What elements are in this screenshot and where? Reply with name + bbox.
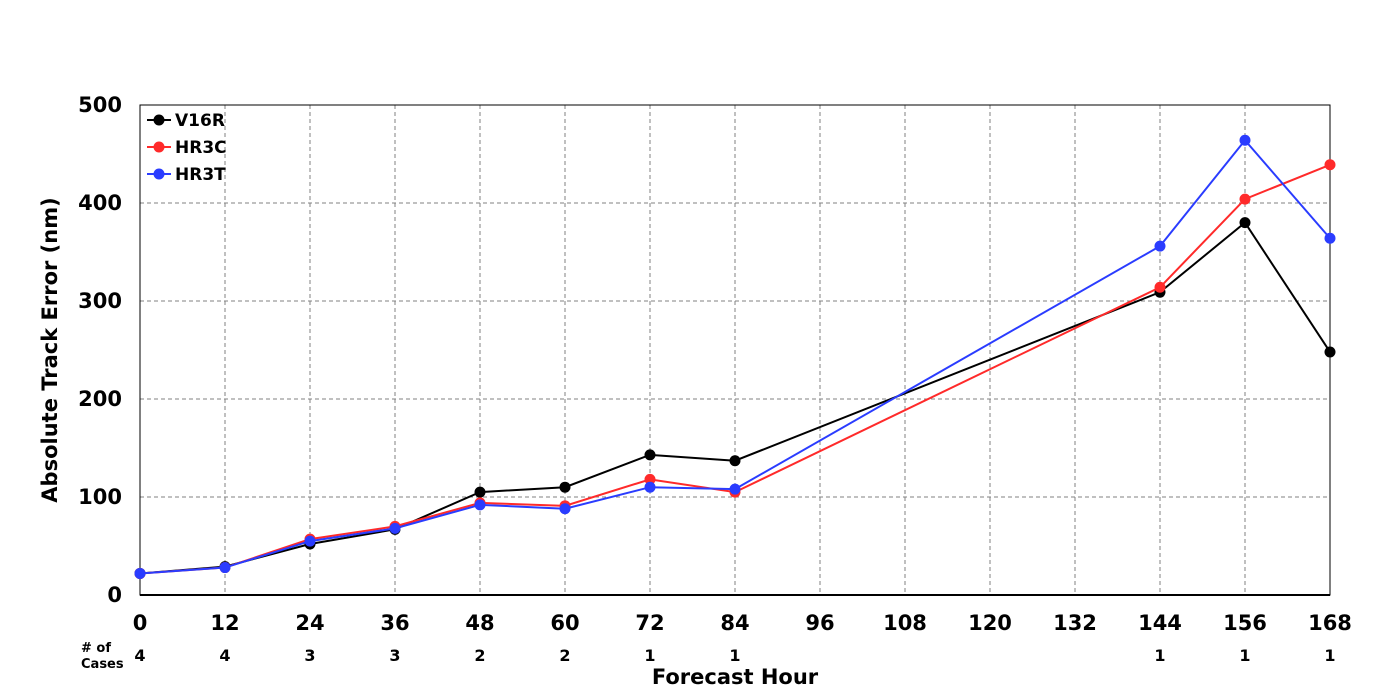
y-tick-label: 500 <box>78 93 122 117</box>
legend-marker <box>153 168 165 180</box>
data-point <box>1239 217 1251 229</box>
x-tick-label: 0 <box>133 611 148 635</box>
data-point <box>1239 134 1251 146</box>
y-tick-label: 300 <box>78 289 122 313</box>
case-count-label: 1 <box>1239 646 1250 665</box>
data-point <box>474 499 486 511</box>
x-tick-label: 156 <box>1223 611 1267 635</box>
x-tick-label: 72 <box>635 611 664 635</box>
data-point <box>1239 193 1251 205</box>
legend-marker <box>153 141 165 153</box>
data-point <box>559 503 571 515</box>
y-tick-label: 0 <box>107 583 122 607</box>
x-tick-label: 132 <box>1053 611 1097 635</box>
series-hr3t <box>134 134 1336 579</box>
x-tick-label: 144 <box>1138 611 1182 635</box>
data-point <box>1324 159 1336 171</box>
cases-label-line2: Cases <box>81 657 124 672</box>
case-count-label: 2 <box>474 646 485 665</box>
series-hr3c <box>134 159 1336 579</box>
case-count-label: 1 <box>1324 646 1335 665</box>
y-tick-label: 400 <box>78 191 122 215</box>
case-count-label: 2 <box>559 646 570 665</box>
legend-item: HR3T <box>147 165 226 185</box>
data-point <box>1154 240 1166 252</box>
x-tick-label: 84 <box>720 611 749 635</box>
case-count-label: 3 <box>304 646 315 665</box>
y-axis: 0 100 200 300 400 500 <box>78 93 122 607</box>
case-count-label: 1 <box>1154 646 1165 665</box>
data-point <box>1324 346 1336 358</box>
series-v16r <box>134 217 1336 579</box>
legend-marker <box>153 114 165 126</box>
case-count-label: 1 <box>729 646 740 665</box>
x-tick-label: 48 <box>465 611 494 635</box>
x-tick-label: 108 <box>883 611 927 635</box>
case-count-label: 4 <box>134 646 145 665</box>
data-point <box>644 481 656 493</box>
legend: V16R HR3C HR3T <box>147 111 227 185</box>
grid <box>140 105 1330 595</box>
series-layer <box>134 134 1336 579</box>
case-count-label: 4 <box>219 646 230 665</box>
data-point <box>389 522 401 534</box>
y-tick-label: 200 <box>78 387 122 411</box>
x-tick-label: 12 <box>210 611 239 635</box>
data-point <box>1324 232 1336 244</box>
data-point <box>474 486 486 498</box>
legend-item: HR3C <box>147 138 227 158</box>
data-point <box>134 567 146 579</box>
legend-label: HR3C <box>175 138 227 158</box>
data-point <box>644 449 656 461</box>
x-tick-label: 24 <box>295 611 324 635</box>
case-count-label: 1 <box>644 646 655 665</box>
y-axis-label: Absolute Track Error (nm) <box>38 197 62 502</box>
cases-row: # of Cases 4 4 3 3 2 2 1 1 1 1 1 <box>81 641 1336 672</box>
x-axis-label: Forecast Hour <box>652 665 819 689</box>
data-point <box>729 455 741 467</box>
case-count-label: 3 <box>389 646 400 665</box>
data-point <box>219 562 231 574</box>
data-point <box>559 481 571 493</box>
x-tick-label: 120 <box>968 611 1012 635</box>
legend-label: HR3T <box>175 165 226 185</box>
data-point <box>304 535 316 547</box>
data-point <box>729 483 741 495</box>
x-tick-label: 36 <box>380 611 409 635</box>
x-tick-label: 168 <box>1308 611 1352 635</box>
x-axis: 0 12 24 36 48 60 72 84 96 108 120 132 144 156 168 <box>133 611 1352 635</box>
cases-label-line1: # of <box>81 641 111 656</box>
legend-label: V16R <box>175 111 225 131</box>
legend-item: V16R <box>147 111 225 131</box>
x-tick-label: 60 <box>550 611 579 635</box>
data-point <box>1154 281 1166 293</box>
y-tick-label: 100 <box>78 485 122 509</box>
data-point <box>644 473 656 485</box>
x-tick-label: 96 <box>805 611 834 635</box>
